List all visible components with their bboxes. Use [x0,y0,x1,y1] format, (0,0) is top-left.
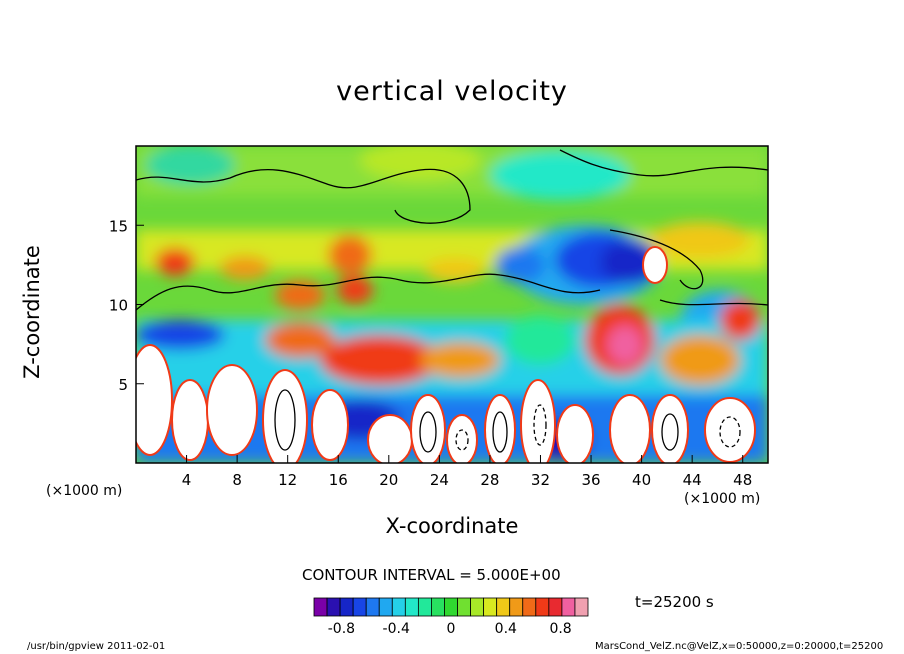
x-tick-label: 32 [531,471,550,489]
y-tick-label: 15 [109,217,128,235]
colorbar-swatch [326,597,341,617]
colorbar-swatch [483,597,498,617]
colorbar-swatch [561,597,576,617]
colorbar-swatch [470,597,485,617]
y-tick-label: 10 [109,297,128,315]
x-tick-label: 16 [329,471,348,489]
x-tick-label: 40 [632,471,651,489]
x-axis-unit-right: (×1000 m) [684,491,761,507]
colorbar-swatch [339,597,354,617]
colorbar-swatch [391,597,406,617]
x-tick-label: 48 [733,471,752,489]
colorbar-swatch [548,597,563,617]
x-tick-label: 28 [480,471,499,489]
x-tick-label: 24 [430,471,449,489]
footer-right: MarsCond_VelZ.nc@VelZ,x=0:50000,z=0:2000… [595,641,884,652]
colorbar-tick-label: 0.8 [549,621,571,637]
colorbar-swatch [431,597,445,617]
x-tick-label: 12 [278,471,297,489]
y-tick-label: 5 [118,376,128,394]
x-tick-label: 8 [232,471,242,489]
x-tick-label: 4 [182,471,192,489]
colorbar-swatch [313,597,328,617]
time-label: t=25200 s [635,593,714,611]
colorbar-swatch [378,597,393,617]
colorbar-swatch [457,597,471,617]
colorbar-swatch [404,597,419,617]
colorbar-swatch [574,597,589,617]
x-axis-ticks: 4 8 12 16 20 24 28 32 36 40 44 48 [182,455,752,489]
y-axis-ticks: 5 10 15 [109,217,144,394]
colorbar-tick-label: -0.4 [383,621,410,637]
colorbar-swatch [444,597,458,617]
colorbar-swatch [417,597,432,617]
colorbar-swatch [522,597,537,617]
x-axis-label: X-coordinate [385,514,519,538]
colorbar-swatch [535,597,550,617]
colorbar-tick-label: -0.8 [328,621,355,637]
contour-interval-label: CONTOUR INTERVAL = 5.000E+00 [302,566,561,584]
colorbar-swatch [352,597,367,617]
x-axis-unit-left: (×1000 m) [46,483,123,499]
x-tick-label: 36 [581,471,600,489]
footer-left: /usr/bin/gpview 2011-02-01 [27,641,166,652]
colorbar: -0.8 -0.4 0 0.4 0.8 [313,597,589,637]
colorbar-tick-label: 0.4 [495,621,517,637]
chart-title: vertical velocity [336,76,568,107]
colorbar-swatch [365,597,380,617]
colorbar-swatch [509,597,524,617]
heatmap-field [136,146,768,463]
colorbar-tick-label: 0 [447,621,456,637]
colorbar-swatch [496,597,511,617]
x-tick-label: 44 [683,471,702,489]
x-tick-label: 20 [379,471,398,489]
